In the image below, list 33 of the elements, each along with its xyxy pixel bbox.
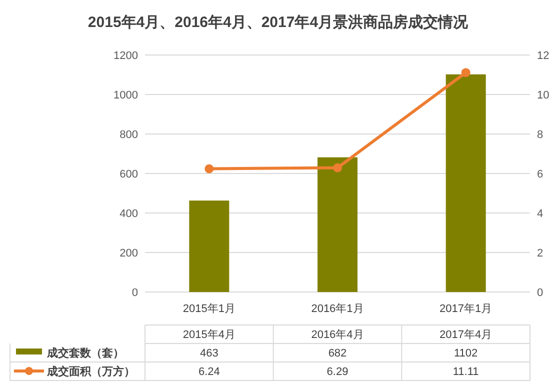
y-tick-label: 800 [120, 129, 138, 141]
legend-label: 成交套数（套） [46, 346, 124, 360]
y2-tick-label: 0 [537, 287, 544, 299]
y-tick-label: 1200 [114, 50, 138, 62]
chart-title: 2015年4月、2016年4月、2017年4月景洪商品房成交情况 [88, 13, 470, 31]
point [204, 164, 214, 174]
y2-tick-label: 12 [537, 50, 550, 62]
bar [189, 200, 230, 292]
y2-tick-label: 10 [537, 90, 550, 102]
y-tick-label: 0 [132, 287, 138, 299]
y2-tick-label: 2 [537, 248, 544, 260]
y-tick-label: 400 [120, 208, 138, 220]
point [333, 163, 342, 172]
y-tick-label: 600 [120, 168, 138, 180]
y-tick-label: 200 [120, 248, 138, 260]
y-tick-label: 1000 [114, 90, 138, 102]
x-tick-label: 2016年1月 [311, 303, 364, 315]
data-label: 6.24 [198, 366, 220, 378]
y2-tick-label: 6 [537, 168, 544, 180]
y2-tick-label: 8 [537, 129, 544, 141]
x-tick-label: 2015年1月 [182, 303, 236, 315]
legend-label: 成交面积（万方） [46, 365, 135, 378]
x-tick-label: 2017年1月 [440, 303, 492, 315]
data-label: 1102 [454, 348, 478, 360]
data-label: 11.11 [452, 366, 479, 378]
bar [446, 74, 486, 292]
y2-tick-label: 4 [537, 208, 544, 220]
data-table: 2015年4月 2016年4月 2017年4月 成交套数（套） 463 682 1102 成交面积（万方） 6.24 6.29 11.11 [10, 324, 530, 381]
data-label: 463 [200, 348, 218, 360]
data-label: 6.29 [326, 366, 348, 378]
data-label: 682 [328, 348, 347, 360]
bar [318, 157, 358, 292]
point [461, 68, 470, 78]
